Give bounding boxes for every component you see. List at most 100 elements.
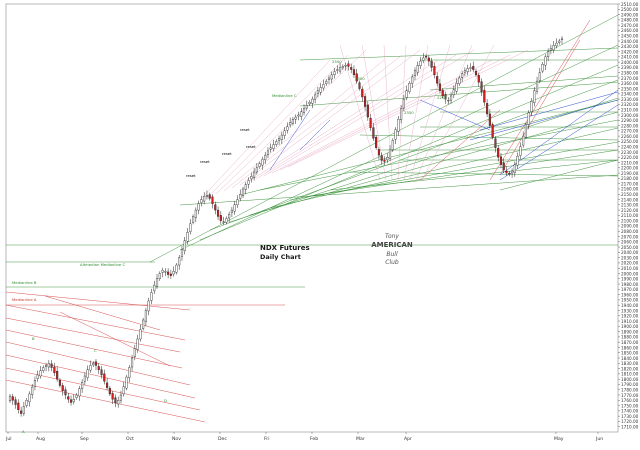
candle-up [411, 76, 414, 84]
candle-down [477, 75, 480, 83]
red-trend-line [419, 109, 501, 181]
candle-up [130, 357, 134, 368]
candle-up [272, 144, 275, 149]
candle-up [261, 159, 264, 166]
candle-down [61, 385, 64, 391]
candle-up [419, 60, 422, 67]
candle-up [530, 101, 533, 112]
candle-down [383, 159, 386, 162]
candle-down [441, 89, 444, 97]
green-trend-line [329, 159, 619, 191]
price-tick-label: 2060.00 [621, 240, 639, 245]
price-tick-label: 2020.00 [621, 261, 639, 266]
price-tick-label: 2070.00 [621, 234, 639, 239]
price-tick-label: 2460.00 [621, 28, 639, 33]
price-tick-label: 2370.00 [621, 76, 639, 81]
price-tick-label: 1990.00 [621, 277, 639, 282]
candle-up [555, 42, 558, 46]
price-tick-label: 2480.00 [621, 18, 639, 23]
candle-up [31, 386, 34, 395]
pink-fan-line [263, 49, 475, 177]
candle-up [83, 375, 86, 382]
candle-up [155, 278, 159, 287]
candle-up [200, 199, 203, 203]
candle-up [386, 157, 389, 161]
candle-up [144, 310, 147, 322]
candle-up [308, 102, 311, 105]
candle-up [253, 171, 256, 178]
candle-up [180, 248, 184, 257]
candle-up [125, 376, 128, 389]
date-tick-label: Nov [172, 436, 181, 442]
candle-up [75, 394, 78, 398]
candle-down [114, 397, 117, 404]
candle-up [300, 111, 303, 117]
candle-up [39, 370, 42, 377]
candle-up [233, 204, 236, 212]
candle-up [560, 38, 564, 40]
price-tick-label: 2290.00 [621, 118, 639, 123]
price-tick-label: 2170.00 [621, 181, 639, 186]
pink-fan-line [279, 54, 511, 171]
red-trend-line [5, 341, 191, 386]
date-tick-label: Aug [36, 436, 45, 442]
chart-annotation: 2350 [404, 110, 414, 115]
candle-up [28, 393, 31, 403]
candle-down [436, 76, 439, 84]
pink-fan-line [199, 59, 331, 201]
candle-down [505, 170, 508, 174]
candle-down [352, 69, 356, 76]
date-tick-label: Apr [404, 436, 412, 442]
price-tick-label: 2050.00 [621, 245, 639, 250]
candle-down [50, 363, 53, 368]
candle-up [289, 122, 292, 126]
candle-up [269, 147, 272, 150]
candle-up [33, 380, 37, 387]
price-tick-label: 1900.00 [621, 324, 639, 329]
candle-down [20, 410, 23, 414]
candle-down [53, 366, 56, 374]
price-tick-label: 2240.00 [621, 144, 639, 149]
candle-up [388, 149, 392, 159]
red-trend-line [59, 311, 171, 367]
candle-up [513, 164, 516, 173]
candle-up [119, 394, 123, 401]
price-tick-label: 1800.00 [621, 377, 639, 382]
candle-up [255, 167, 258, 173]
candle-down [430, 60, 433, 68]
chart-annotation: B [32, 336, 35, 341]
candle-up [203, 196, 206, 202]
candle-up [311, 98, 314, 104]
red-trend-line [499, 39, 581, 176]
candle-down [347, 63, 350, 67]
blue-trend-line [419, 99, 491, 131]
price-tick-label: 2110.00 [621, 213, 639, 218]
candle-up [230, 209, 233, 213]
green-trend-line [499, 159, 619, 191]
candle-up [469, 67, 472, 69]
price-tick-label: 2360.00 [621, 81, 639, 86]
price-tick-label: 2000.00 [621, 271, 639, 276]
date-tick-label: Mar [356, 436, 365, 442]
candle-up [175, 264, 178, 273]
price-tick-label: 2150.00 [621, 192, 639, 197]
candle-up [558, 40, 561, 43]
candle-up [86, 369, 89, 378]
candle-down [69, 399, 73, 403]
pink-fan-line [247, 59, 439, 183]
candle-down [17, 402, 20, 411]
date-tick-label: Oct [126, 436, 134, 442]
candle-down [108, 387, 111, 395]
candle-up [164, 271, 167, 273]
candle-up [250, 176, 253, 180]
candle-down [483, 89, 486, 103]
red-trend-line [44, 295, 161, 331]
price-tick-label: 2100.00 [621, 218, 639, 223]
candle-up [45, 365, 48, 367]
candle-up [552, 45, 555, 51]
chart-annotation: reset [246, 144, 256, 149]
price-tick-label: 2200.00 [621, 166, 639, 171]
candle-down [491, 124, 494, 138]
price-tick-label: 1890.00 [621, 329, 639, 334]
